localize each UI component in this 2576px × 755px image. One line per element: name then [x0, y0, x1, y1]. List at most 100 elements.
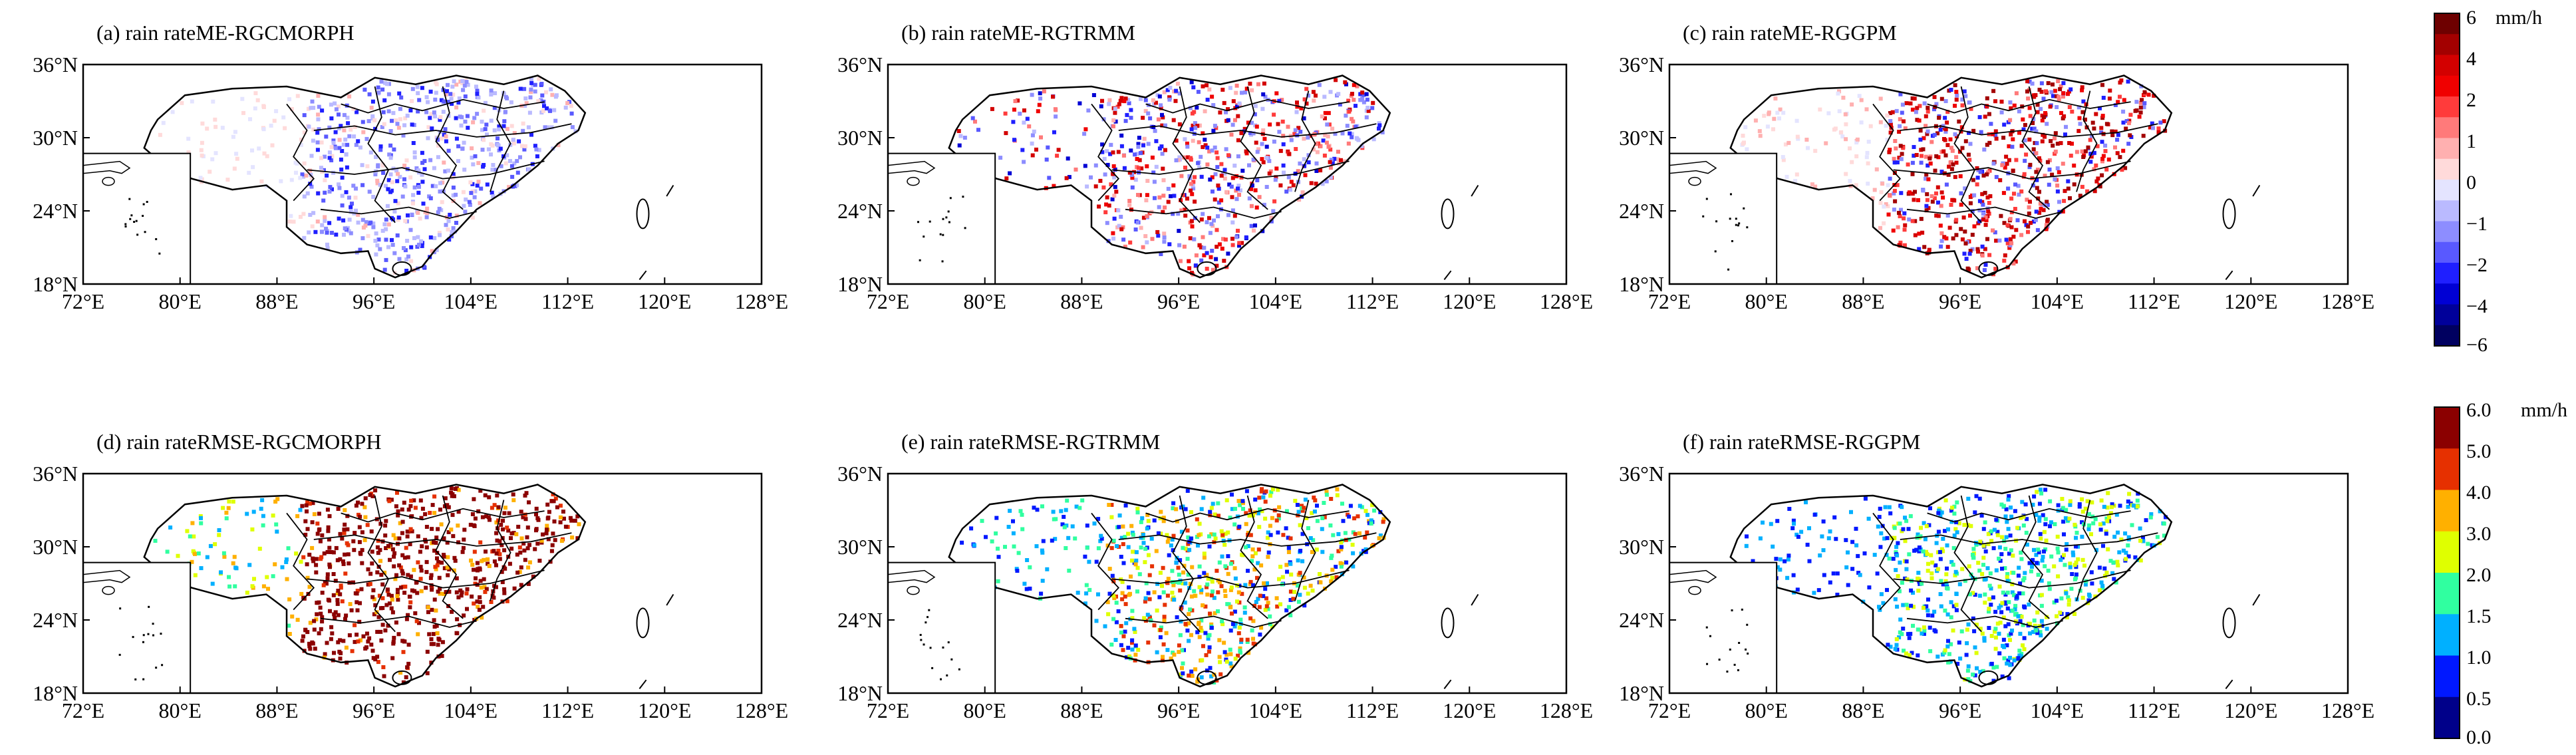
- station-dot: [1286, 605, 1291, 609]
- station-dot: [507, 511, 511, 516]
- station-dot: [1781, 158, 1786, 162]
- station-dot: [1127, 203, 1132, 208]
- station-dot: [1239, 637, 1244, 642]
- station-dot: [2100, 82, 2104, 87]
- station-dot: [2155, 535, 2160, 539]
- station-dot: [1978, 539, 1983, 544]
- inset-map: [82, 561, 192, 694]
- station-dot: [511, 141, 516, 146]
- island-hainan: [392, 670, 412, 685]
- province-boundary: [1091, 103, 1120, 202]
- station-dot: [1121, 561, 1126, 565]
- colorbar-swatch: [2434, 263, 2460, 284]
- station-dot: [439, 136, 444, 141]
- station-dot: [217, 533, 221, 537]
- station-dot: [388, 129, 393, 133]
- station-dot: [461, 190, 466, 194]
- station-dot: [2126, 554, 2131, 559]
- station-dot: [2156, 126, 2161, 131]
- station-dot: [1916, 571, 1921, 575]
- station-dot: [390, 597, 394, 602]
- station-dot: [497, 127, 501, 132]
- inset-islet: [1747, 653, 1749, 655]
- station-dot: [349, 231, 353, 235]
- station-dot: [1850, 567, 1855, 571]
- station-dot: [245, 512, 249, 516]
- station-dot: [1313, 498, 1318, 503]
- station-dot: [335, 601, 340, 606]
- station-dot: [1123, 629, 1127, 634]
- station-dot: [522, 86, 527, 91]
- station-dot: [2074, 560, 2078, 565]
- station-dot: [1998, 559, 2003, 563]
- station-dot: [2074, 572, 2078, 577]
- station-dot: [1277, 130, 1282, 134]
- station-dot: [1868, 124, 1873, 128]
- station-dot: [455, 617, 460, 621]
- station-dot: [460, 146, 465, 151]
- station-dot: [2011, 169, 2015, 173]
- station-dot: [1135, 220, 1140, 225]
- station-dot: [302, 161, 307, 166]
- station-dot: [1113, 167, 1117, 172]
- station-dot: [470, 216, 475, 220]
- station-dot: [1210, 148, 1215, 153]
- station-dot: [1262, 581, 1266, 585]
- station-dot: [1837, 89, 1841, 94]
- station-dot: [360, 502, 364, 506]
- station-dot: [2042, 549, 2046, 554]
- station-dot: [1974, 651, 1979, 655]
- station-dot: [2006, 658, 2011, 663]
- station-dot: [2041, 132, 2045, 137]
- station-dot: [1957, 640, 1961, 645]
- station-dot: [2064, 547, 2069, 552]
- station-dot: [434, 90, 438, 95]
- station-dot: [1948, 659, 1953, 664]
- station-dot: [484, 549, 488, 554]
- station-dot: [561, 510, 565, 514]
- station-dot: [1179, 529, 1184, 534]
- station-dot: [1778, 557, 1783, 561]
- station-dot: [1928, 649, 1933, 653]
- station-dot: [2097, 588, 2102, 593]
- station-dot: [475, 561, 480, 565]
- station-dot: [1288, 188, 1292, 192]
- island-mark: [639, 270, 647, 281]
- station-dot: [2086, 598, 2091, 603]
- station-dot: [1866, 140, 1871, 144]
- station-dot: [1360, 505, 1364, 510]
- inset-islet: [160, 633, 162, 635]
- station-dot: [286, 546, 291, 551]
- station-dot: [271, 514, 275, 518]
- map-frame: [82, 63, 763, 285]
- station-dot: [2105, 506, 2110, 510]
- station-dot: [307, 585, 312, 589]
- station-dot: [420, 180, 425, 184]
- station-dot: [1982, 577, 1987, 582]
- station-dot: [329, 116, 334, 120]
- station-dot: [1236, 186, 1240, 191]
- station-dot: [456, 159, 460, 164]
- lat-tick-label: 24°N: [1619, 199, 1664, 223]
- station-dot: [496, 548, 501, 553]
- station-dot: [1919, 160, 1924, 165]
- station-dot: [1111, 617, 1116, 621]
- station-dot: [1344, 560, 1349, 565]
- station-dot: [2115, 559, 2120, 564]
- station-dot: [1216, 609, 1220, 613]
- station-dot: [2056, 503, 2061, 508]
- station-dot: [537, 148, 541, 152]
- station-dot: [1953, 569, 1958, 574]
- station-dot: [970, 116, 975, 120]
- station-dot: [1286, 175, 1291, 180]
- station-dot: [2055, 621, 2059, 625]
- inset-islet: [1735, 224, 1737, 226]
- station-dot: [1205, 585, 1209, 589]
- station-dot: [2110, 129, 2114, 134]
- station-dot: [416, 91, 420, 96]
- station-dot: [1111, 118, 1116, 122]
- station-dot: [1114, 620, 1119, 625]
- station-dot: [2055, 534, 2060, 539]
- station-dot: [525, 535, 529, 539]
- station-dot: [2102, 504, 2106, 509]
